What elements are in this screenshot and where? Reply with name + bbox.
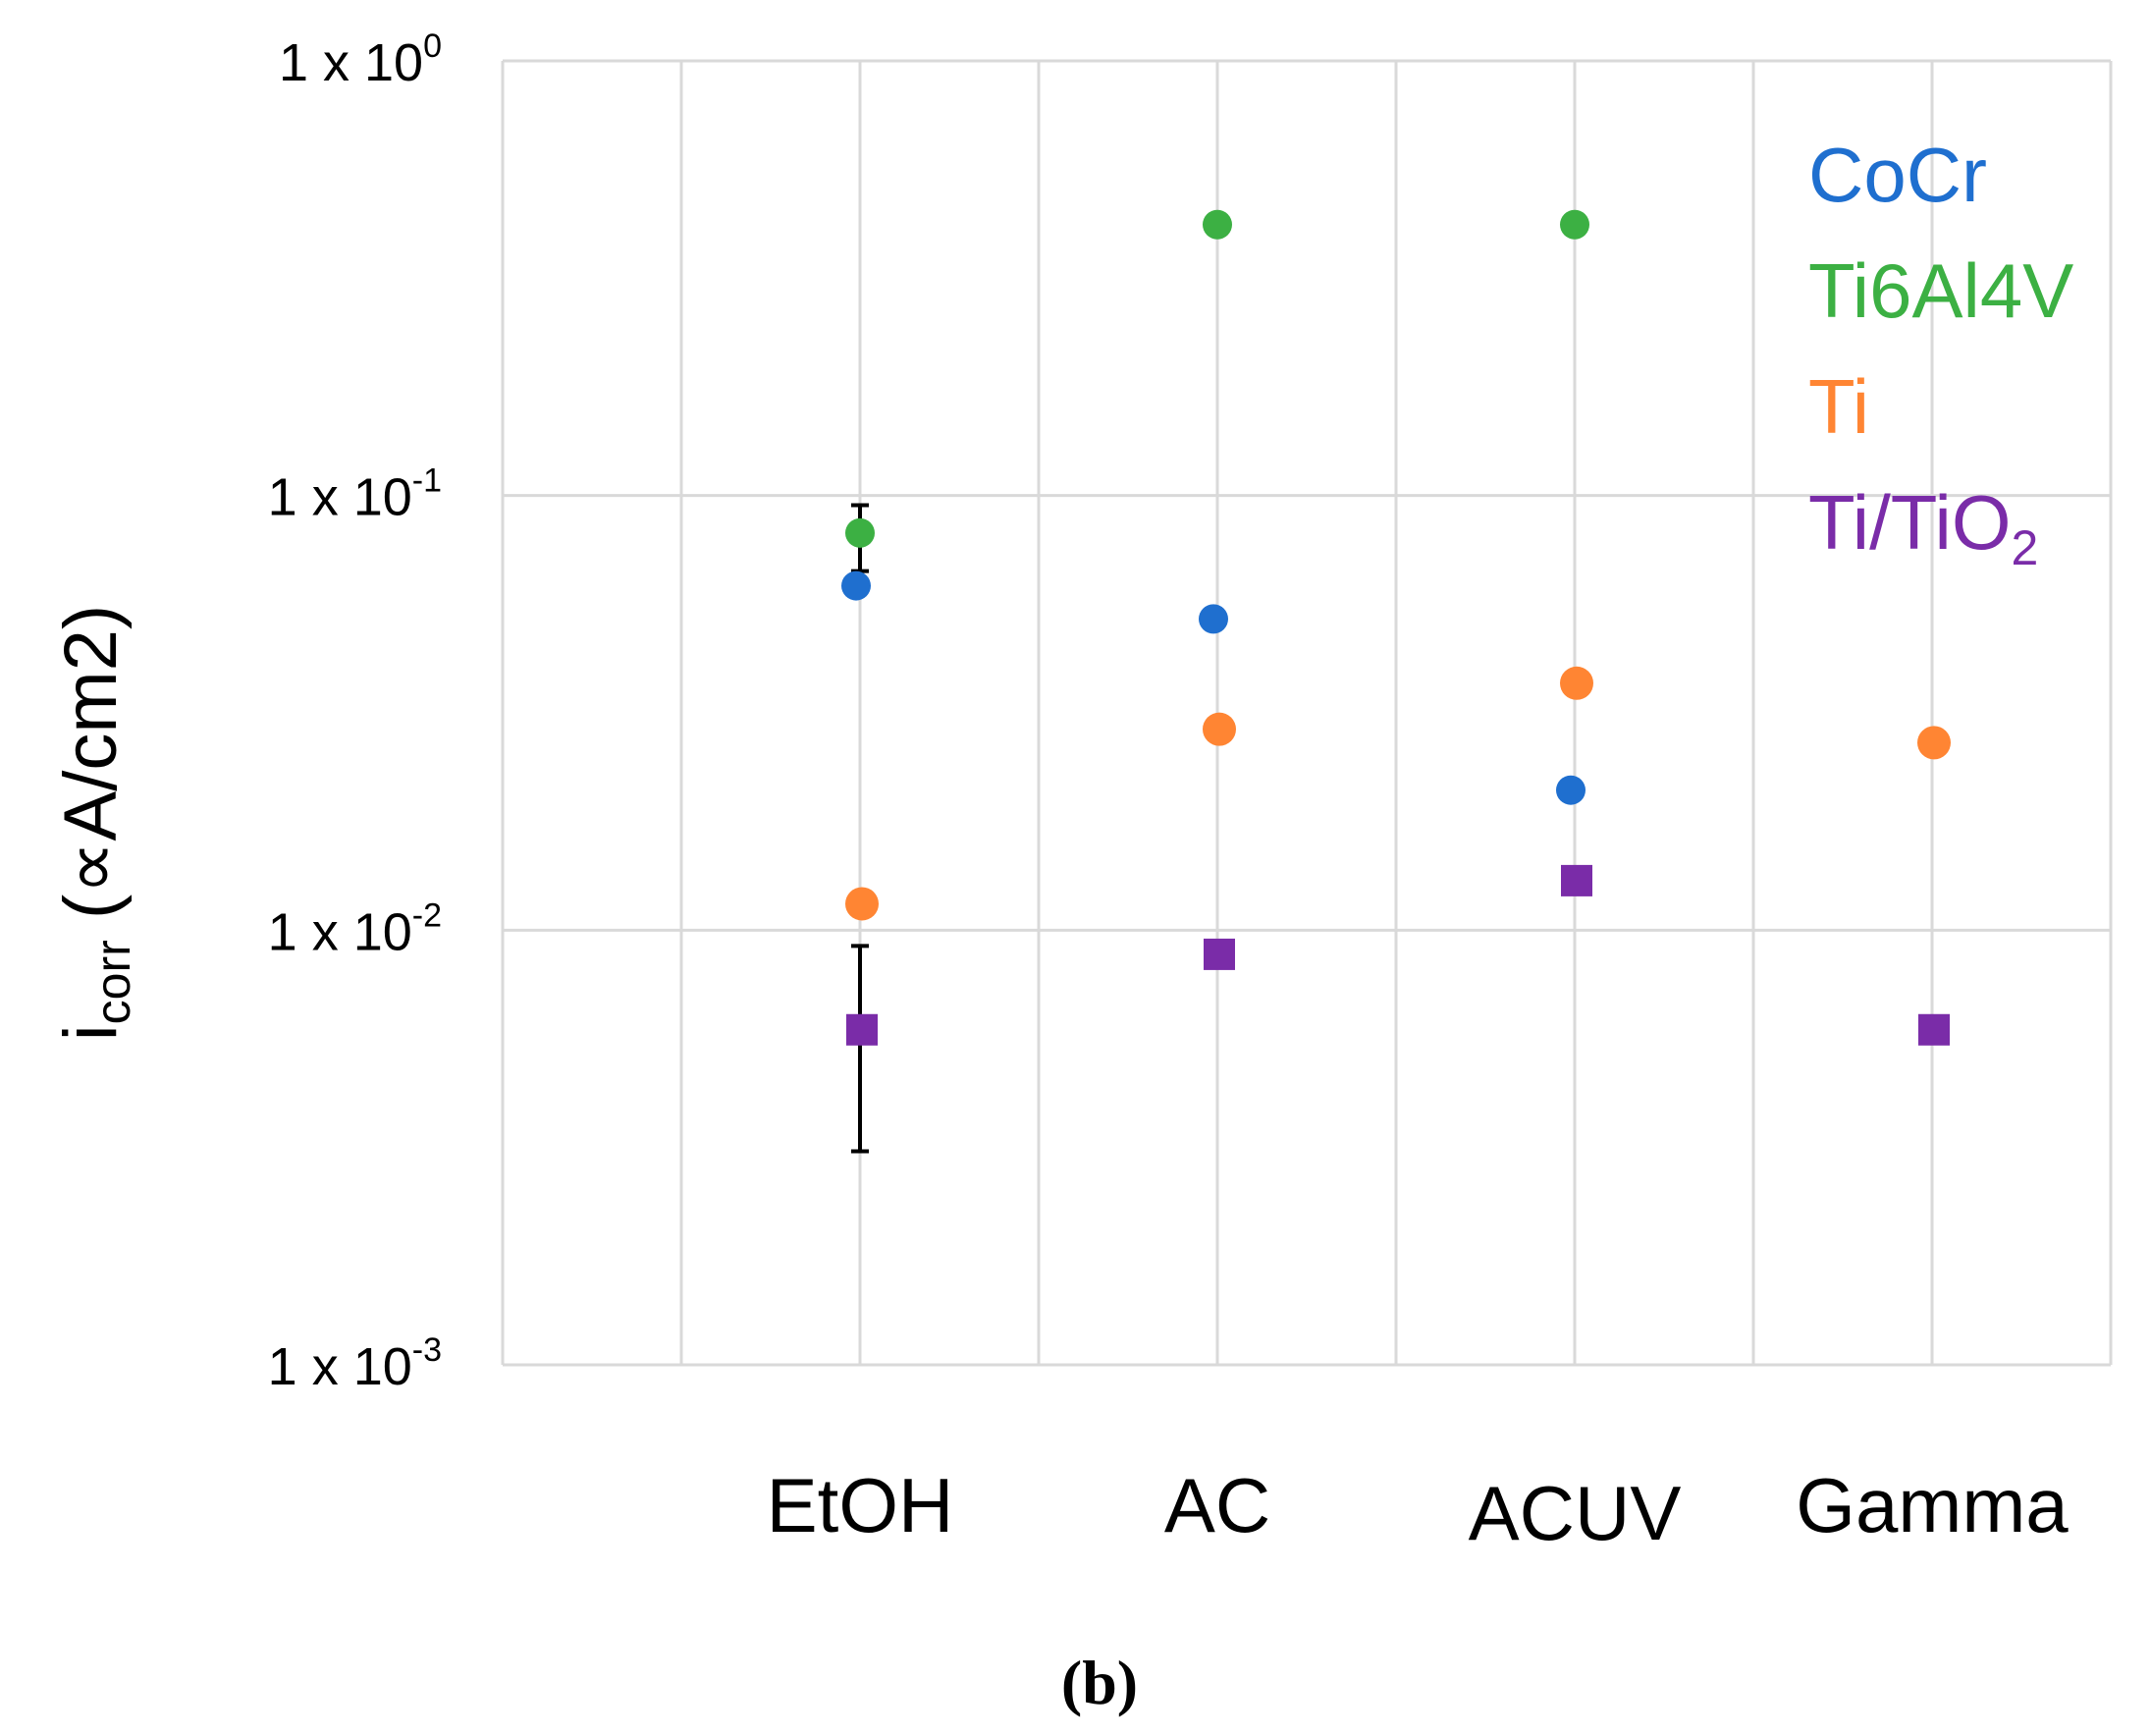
x-tick-label: ACUV [1469, 1470, 1682, 1556]
legend-entry: Ti6Al4V [1808, 247, 2073, 334]
point-ti [845, 887, 879, 921]
point-ti-tio2 [1204, 938, 1235, 970]
point-ti [1560, 666, 1593, 700]
y-axis-label: icorr (∝A/cm2) [49, 605, 140, 1041]
point-ti-tio2 [846, 1013, 878, 1046]
legend-entry: Ti/TiO2 [1808, 479, 2038, 575]
x-tick-label: Gamma [1796, 1462, 2069, 1548]
point-ti6al4v [1560, 209, 1589, 240]
point-ti6al4v [845, 517, 875, 548]
point-ti6al4v [1203, 209, 1232, 240]
legend: CoCr Ti6Al4V Ti Ti/TiO2 [1808, 132, 2073, 575]
legend-entry: Ti [1808, 363, 1869, 450]
point-ti-tio2 [1918, 1013, 1950, 1046]
point-ti [1203, 712, 1236, 746]
y-tick-label: 1 x 10-2 [268, 896, 442, 961]
x-tick-label: EtOH [767, 1462, 954, 1548]
point-ti [1917, 726, 1951, 760]
y-axis-label-subscript: corr [85, 940, 140, 1024]
point-cocr [841, 570, 871, 601]
y-axis-label-units: (∝A/cm2) [49, 605, 133, 940]
legend-entry: CoCr [1808, 132, 1987, 218]
x-axis-ticks: EtOH AC ACUV Gamma [767, 1462, 2069, 1556]
y-tick-label: 1 x 10-3 [268, 1331, 442, 1396]
panel-label: (b) [1061, 1648, 1138, 1717]
y-tick-label: 1 x 100 [279, 27, 442, 92]
point-cocr [1199, 604, 1228, 634]
y-tick-label: 1 x 10-1 [268, 462, 442, 527]
y-axis-label-main: i [49, 1024, 133, 1041]
y-axis-ticks: 1 x 100 1 x 10-1 1 x 10-2 1 x 10-3 [268, 27, 442, 1396]
x-tick-label: AC [1164, 1462, 1270, 1548]
point-cocr [1556, 775, 1586, 805]
data-points [841, 209, 1951, 1046]
point-ti-tio2 [1561, 864, 1592, 896]
